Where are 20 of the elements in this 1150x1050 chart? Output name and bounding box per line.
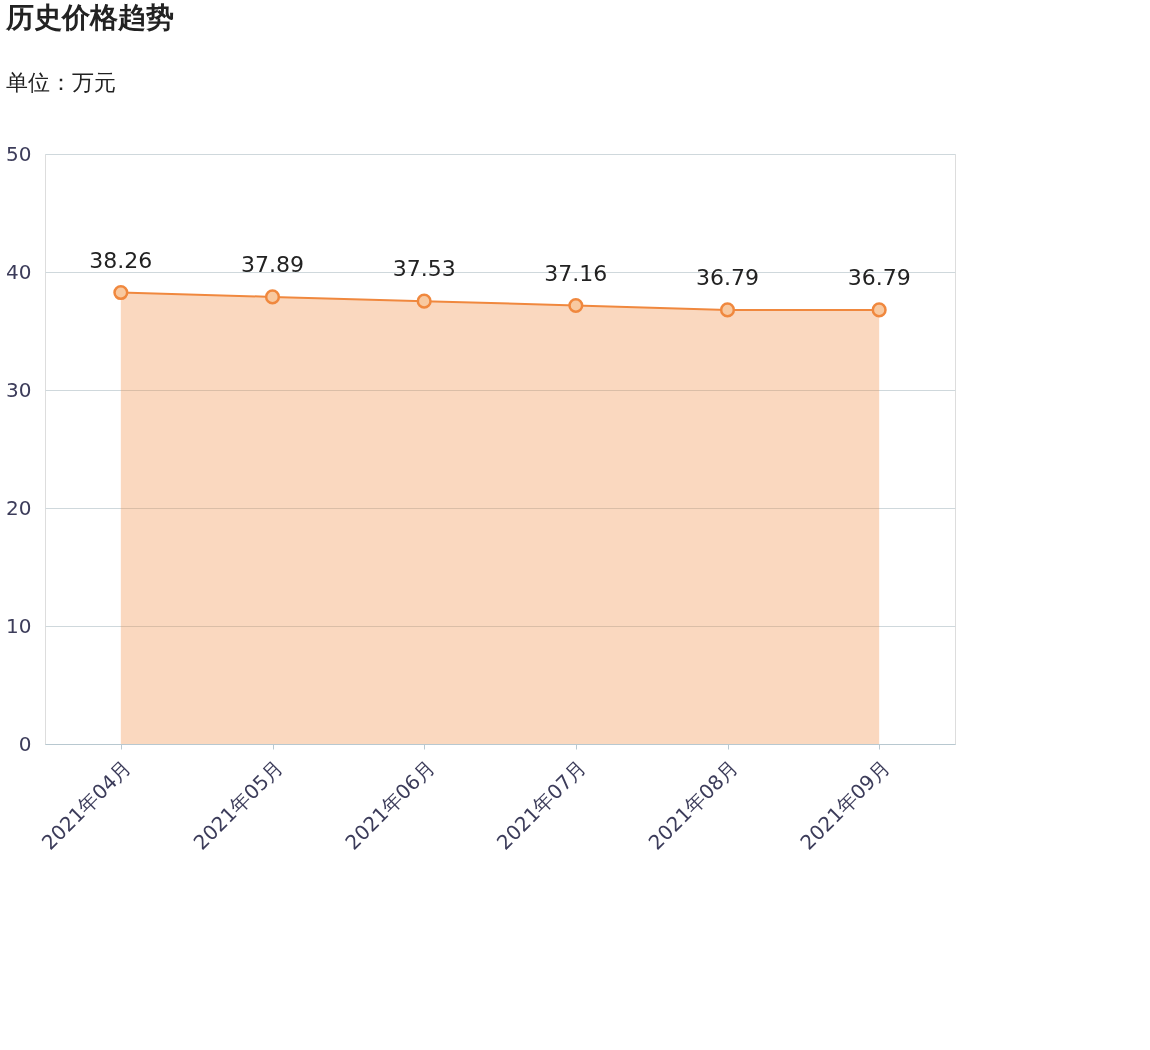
point <box>871 302 887 318</box>
point <box>719 302 736 318</box>
point <box>264 289 281 305</box>
y-tick-label: 30 <box>6 377 32 402</box>
point <box>568 297 584 314</box>
data-label: 37.16 <box>544 260 608 286</box>
data-label: 38.26 <box>89 247 153 273</box>
data-label: 37.89 <box>241 251 304 277</box>
data-label: 37.53 <box>392 256 456 282</box>
y-tick-label: 20 <box>6 495 32 520</box>
y-tick-label: 10 <box>6 613 32 638</box>
data-label: 36.79 <box>847 264 911 290</box>
y-tick-label: 50 <box>6 141 32 166</box>
point <box>113 284 129 301</box>
y-tick-label: 0 <box>18 731 32 756</box>
chart-title: 历史价格趋势 <box>4 1 174 34</box>
data-label: 36.79 <box>696 264 759 290</box>
point <box>416 293 432 309</box>
y-tick-label: 40 <box>6 259 32 284</box>
chart-subtitle: 单位：万元 <box>5 70 116 95</box>
